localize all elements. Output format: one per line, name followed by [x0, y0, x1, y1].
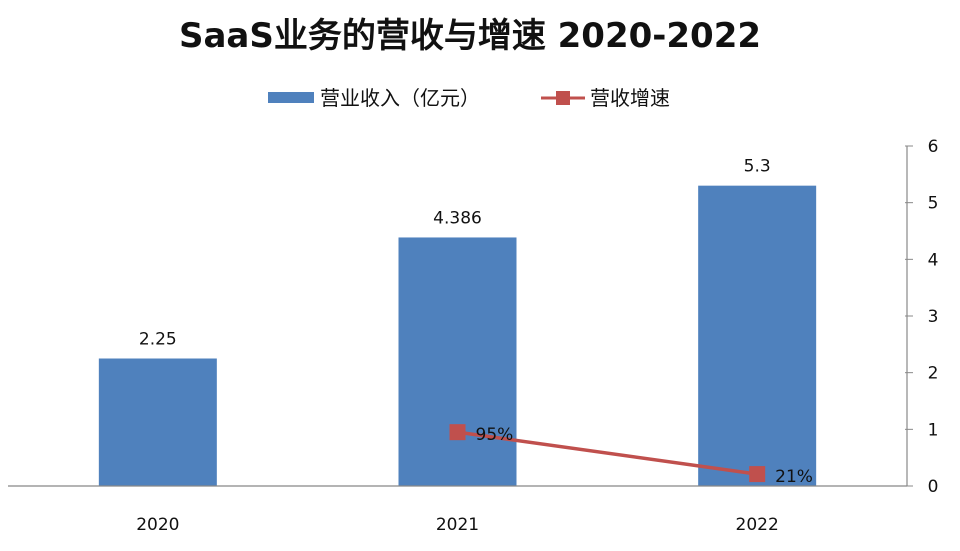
growth-marker-2021: [449, 424, 466, 441]
growth-marker-2022: [749, 466, 766, 483]
legend-label-revenue: 营业收入（亿元）: [320, 86, 480, 110]
bar-label-2020: 2.25: [139, 330, 177, 350]
y-tick-label: 2: [928, 364, 939, 384]
bar-2021: [398, 237, 517, 486]
x-tick-label: 2022: [736, 515, 779, 535]
legend-label-growth: 营收增速: [590, 86, 670, 110]
legend-swatch-revenue: [268, 92, 314, 103]
bar-2022: [698, 185, 817, 486]
y-tick-label: 6: [928, 137, 939, 157]
y-tick-label: 3: [928, 307, 939, 327]
growth-line: [457, 430, 758, 476]
y-tick-label: 4: [928, 250, 939, 270]
y-tick-label: 0: [928, 477, 939, 497]
bar-label-2022: 5.3: [744, 157, 771, 177]
legend-marker-growth: [556, 91, 570, 105]
legend: 营业收入（亿元） 营收增速: [268, 86, 670, 110]
x-tick-label: 2020: [136, 515, 179, 535]
growth-label-2022: 21%: [775, 467, 813, 487]
x-tick-label: 2021: [436, 515, 479, 535]
y-tick-label: 5: [928, 194, 939, 214]
growth-label-2021: 95%: [476, 425, 514, 445]
plot-area: 2.25 4.386 5.3 0 1 2 3 4 5 6 2020 2021 2022 95% 21%: [8, 137, 938, 535]
bar-2020: [98, 358, 217, 486]
bar-label-2021: 4.386: [433, 208, 482, 228]
chart-title: SaaS业务的营收与增速 2020-2022: [179, 16, 761, 56]
y-tick-label: 1: [928, 420, 939, 440]
